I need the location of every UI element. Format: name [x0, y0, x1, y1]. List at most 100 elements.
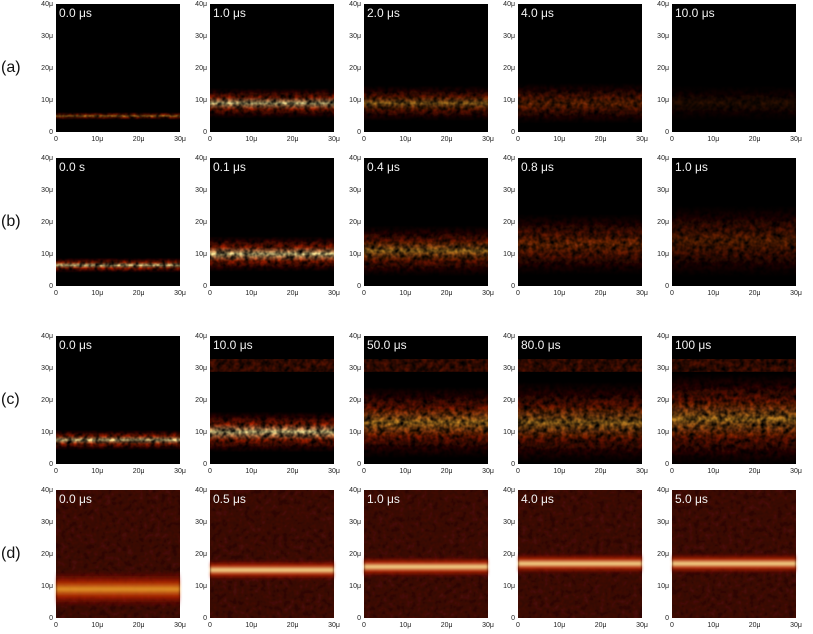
x-tick-label: 10μ: [245, 468, 257, 475]
signal-band: [518, 381, 642, 464]
x-tick-label: 0: [362, 136, 366, 143]
y-tick-label: 40μ: [503, 1, 515, 8]
signal-band: [210, 87, 334, 119]
y-tick-label: 40μ: [657, 333, 669, 340]
x-tick-label: 30μ: [636, 468, 648, 475]
x-tick-label: 30μ: [174, 468, 186, 475]
y-tick-label: 10μ: [657, 429, 669, 436]
frame-time: 0.0 s: [59, 160, 85, 174]
x-tick-label: 20μ: [287, 468, 299, 475]
y-tick-label: 40μ: [195, 333, 207, 340]
y-tick-label: 0: [203, 615, 207, 622]
panel: 50.0 μs 0 10μ 20μ 30μ 40μ 0 10μ 20μ 30μ: [349, 333, 494, 475]
y-tick-label: 10μ: [195, 429, 207, 436]
y-tick-label: 40μ: [41, 487, 53, 494]
panel: 0.0 μs 0 10μ 20μ 30μ 40μ 0 10μ 20μ 30μ: [41, 1, 186, 143]
frame-time: 4.0 μs: [521, 6, 554, 20]
y-tick-label: 30μ: [657, 187, 669, 194]
y-tick-label: 0: [511, 283, 515, 290]
frame-time: 0.5 μs: [213, 492, 246, 506]
x-tick-label: 30μ: [790, 136, 802, 143]
frame-time: 0.0 μs: [59, 338, 92, 352]
y-tick-label: 30μ: [503, 33, 515, 40]
panel: 100 μs 0 10μ 20μ 30μ 40μ 0 10μ 20μ 30μ: [657, 333, 802, 475]
y-tick-label: 0: [357, 615, 361, 622]
y-tick-label: 30μ: [349, 365, 361, 372]
x-tick-label: 20μ: [749, 468, 761, 475]
row-label: (b): [1, 213, 21, 230]
x-tick-label: 10μ: [399, 290, 411, 297]
y-tick-label: 20μ: [503, 397, 515, 404]
frame-time: 4.0 μs: [521, 492, 554, 506]
y-tick-label: 10μ: [503, 429, 515, 436]
x-tick-label: 0: [208, 290, 212, 297]
y-tick-label: 30μ: [41, 365, 53, 372]
y-tick-label: 40μ: [503, 333, 515, 340]
y-tick-label: 40μ: [41, 155, 53, 162]
y-tick-label: 20μ: [349, 397, 361, 404]
y-tick-label: 0: [203, 283, 207, 290]
panel: 4.0 μs 0 10μ 20μ 30μ 40μ 0 10μ 20μ 30μ: [503, 487, 648, 629]
y-tick-label: 10μ: [349, 583, 361, 590]
y-tick-label: 0: [665, 461, 669, 468]
x-tick-label: 20μ: [133, 468, 145, 475]
x-tick-label: 20μ: [287, 622, 299, 629]
y-tick-label: 30μ: [195, 33, 207, 40]
y-tick-label: 30μ: [657, 519, 669, 526]
x-tick-label: 0: [54, 468, 58, 475]
y-tick-label: 40μ: [349, 155, 361, 162]
y-tick-label: 20μ: [195, 397, 207, 404]
signal-band: [672, 205, 796, 278]
x-tick-label: 20μ: [595, 468, 607, 475]
x-tick-label: 10μ: [553, 290, 565, 297]
y-tick-label: 10μ: [349, 429, 361, 436]
x-tick-label: 30μ: [636, 136, 648, 143]
y-tick-label: 40μ: [349, 487, 361, 494]
signal-band: [56, 429, 180, 451]
y-tick-label: 30μ: [503, 365, 515, 372]
y-tick-label: 40μ: [195, 1, 207, 8]
signal-band: [210, 411, 334, 453]
x-tick-label: 10μ: [399, 622, 411, 629]
panel: 4.0 μs 0 10μ 20μ 30μ 40μ 0 10μ 20μ 30μ: [503, 1, 648, 143]
panel: 80.0 μs 0 10μ 20μ 30μ 40μ 0 10μ 20μ 30μ: [503, 333, 648, 475]
y-tick-label: 20μ: [503, 219, 515, 226]
x-tick-label: 30μ: [174, 136, 186, 143]
x-tick-label: 0: [516, 136, 520, 143]
x-tick-label: 30μ: [174, 622, 186, 629]
x-tick-label: 30μ: [790, 468, 802, 475]
y-tick-label: 40μ: [41, 333, 53, 340]
y-tick-label: 40μ: [349, 333, 361, 340]
y-tick-label: 0: [511, 129, 515, 136]
x-tick-label: 30μ: [636, 622, 648, 629]
y-tick-label: 40μ: [195, 487, 207, 494]
x-tick-label: 0: [54, 136, 58, 143]
panel: 0.0 s 0 10μ 20μ 30μ 40μ 0 10μ 20μ 30μ: [41, 155, 186, 297]
y-tick-label: 10μ: [657, 251, 669, 258]
frame-time: 0.0 μs: [59, 492, 92, 506]
y-tick-label: 40μ: [349, 1, 361, 8]
x-tick-label: 0: [516, 622, 520, 629]
y-tick-label: 0: [357, 461, 361, 468]
x-tick-label: 20μ: [133, 622, 145, 629]
y-tick-label: 10μ: [41, 583, 53, 590]
x-tick-label: 30μ: [482, 290, 494, 297]
panel: 1.0 μs 0 10μ 20μ 30μ 40μ 0 10μ 20μ 30μ: [657, 155, 802, 297]
y-tick-label: 20μ: [41, 551, 53, 558]
y-tick-label: 10μ: [195, 251, 207, 258]
y-tick-label: 20μ: [657, 397, 669, 404]
frame-time: 1.0 μs: [367, 492, 400, 506]
frame-time: 0.8 μs: [521, 160, 554, 174]
x-tick-label: 10μ: [399, 468, 411, 475]
x-tick-label: 0: [670, 468, 674, 475]
panel: 5.0 μs 0 10μ 20μ 30μ 40μ 0 10μ 20μ 30μ: [657, 487, 802, 629]
y-tick-label: 30μ: [195, 365, 207, 372]
y-tick-label: 10μ: [349, 97, 361, 104]
panel: 10.0 μs 0 10μ 20μ 30μ 40μ 0 10μ 20μ 30μ: [195, 333, 340, 475]
signal-band: [210, 559, 334, 581]
x-tick-label: 10μ: [707, 622, 719, 629]
x-tick-label: 20μ: [441, 136, 453, 143]
y-tick-label: 30μ: [349, 187, 361, 194]
y-tick-label: 0: [203, 461, 207, 468]
x-tick-label: 30μ: [790, 622, 802, 629]
